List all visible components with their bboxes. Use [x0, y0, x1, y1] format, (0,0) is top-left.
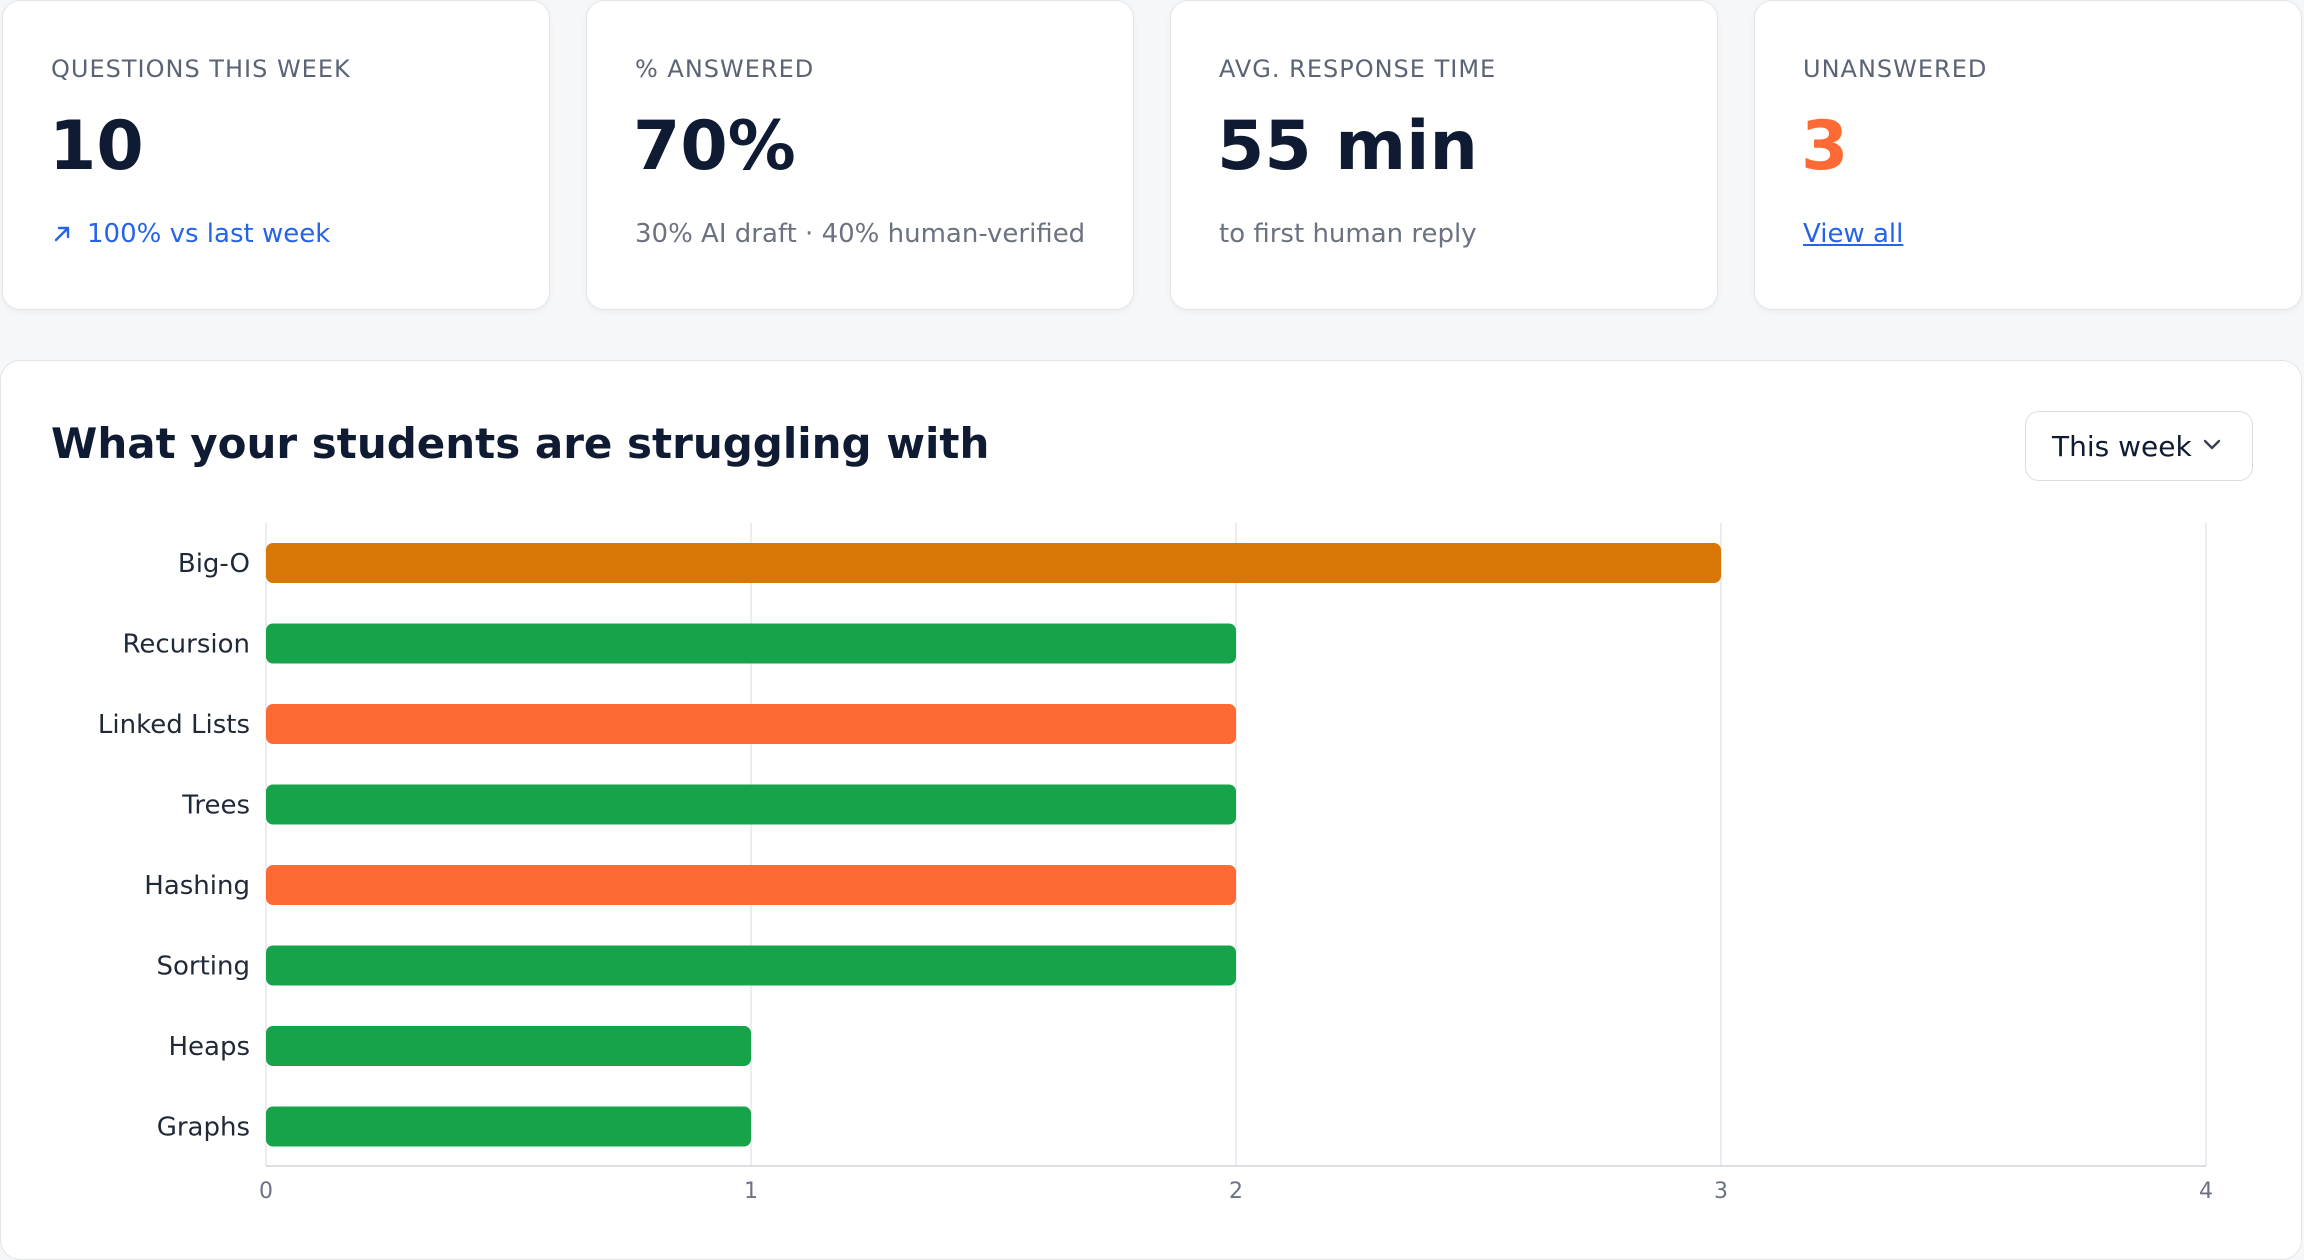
x-tick-label: 3 [1714, 1179, 1728, 1204]
bar [266, 704, 1236, 744]
stat-card-questions: QUESTIONS THIS WEEK 10 100% vs last week [2, 0, 550, 310]
stat-card-unanswered: UNANSWERED 3 View all [1754, 0, 2302, 310]
stat-label: QUESTIONS THIS WEEK [51, 55, 351, 83]
range-select-value: This week [2052, 429, 2192, 463]
stat-card-response-time: AVG. RESPONSE TIME 55 min to first human… [1170, 0, 1718, 310]
category-label: Hashing [144, 871, 250, 901]
bar [266, 1026, 751, 1066]
category-label: Graphs [157, 1113, 250, 1143]
stat-value: 70% [633, 107, 796, 186]
bar [266, 623, 1236, 664]
stat-value: 55 min [1217, 107, 1478, 186]
category-label: Sorting [156, 952, 250, 982]
x-tick-label: 4 [2199, 1179, 2213, 1204]
x-tick-label: 2 [1229, 1179, 1243, 1204]
category-label: Recursion [122, 630, 250, 660]
bar [266, 1106, 751, 1147]
stat-value: 10 [49, 107, 144, 186]
stat-trend-text: 100% vs last week [87, 219, 331, 249]
bar [266, 543, 1721, 583]
panel-title: What your students are struggling with [51, 419, 990, 468]
category-label: Trees [181, 791, 250, 821]
stat-card-answered: % ANSWERED 70% 30% AI draft · 40% human-… [586, 0, 1134, 310]
stat-label: UNANSWERED [1803, 55, 1988, 83]
bar [266, 865, 1236, 905]
category-label: Big-O [178, 549, 250, 579]
chevron-down-icon [2203, 439, 2221, 450]
stat-label: AVG. RESPONSE TIME [1219, 55, 1497, 83]
x-tick-label: 0 [259, 1179, 273, 1204]
struggles-bar-chart: 0 1 2 3 4 Big-O Recursion Linked Lists Trees Hash… [98, 523, 2213, 1204]
stat-value: 3 [1801, 107, 1849, 186]
category-label: Linked Lists [98, 710, 250, 740]
stat-label: % ANSWERED [635, 55, 815, 83]
category-label: Heaps [168, 1032, 250, 1062]
stat-trend: 100% vs last week [51, 219, 330, 249]
stats-row: QUESTIONS THIS WEEK 10 100% vs last week… [0, 0, 2304, 312]
arrow-up-right-icon [54, 226, 70, 242]
bar [266, 784, 1236, 825]
struggles-panel: What your students are struggling with T… [0, 360, 2302, 1260]
stat-subtext: 30% AI draft · 40% human-verified [635, 219, 1086, 249]
bar [266, 945, 1236, 986]
range-select[interactable]: This week [2025, 411, 2253, 481]
x-tick-label: 1 [744, 1179, 758, 1204]
stat-subtext: to first human reply [1219, 219, 1477, 249]
view-all-link[interactable]: View all [1803, 219, 1904, 249]
